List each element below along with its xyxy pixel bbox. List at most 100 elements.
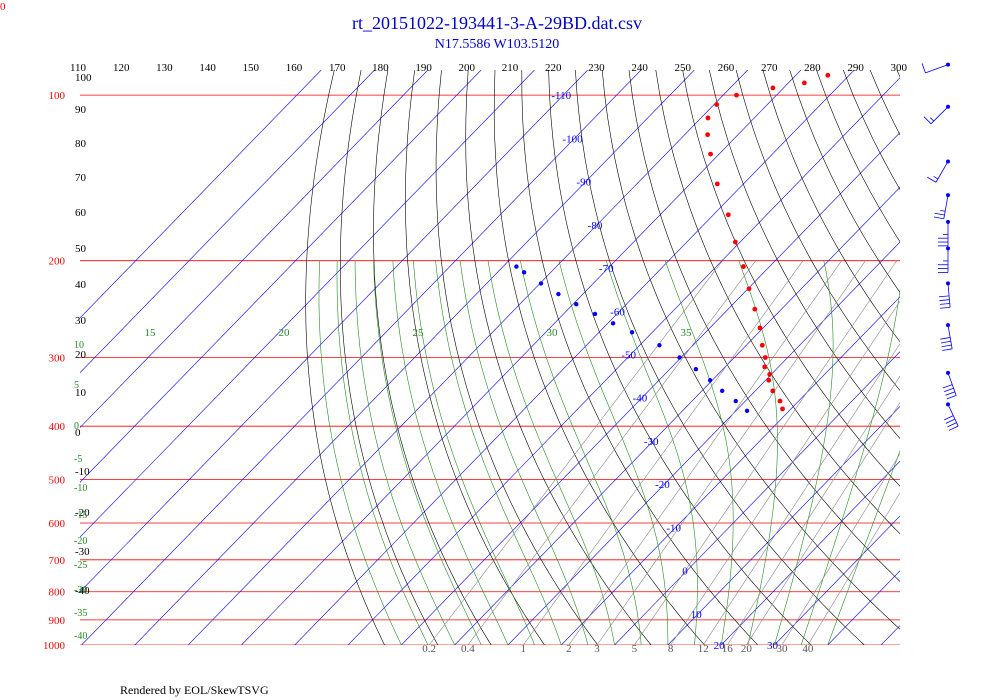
grid-layer (80, 70, 1000, 645)
isotherm-label: -10 (666, 522, 681, 534)
dry-adiabat-line (521, 70, 758, 645)
dry-adiabat-label: -10 (75, 466, 90, 478)
mixing-ratio-label: 5 (632, 643, 638, 655)
corner-label: 0 (0, 1, 6, 13)
dry-adiabat-label: 80 (75, 138, 87, 150)
wind-barb-feather (941, 344, 952, 348)
temperature-trace (705, 27, 965, 412)
moist-adiabat-label: 5 (74, 380, 79, 391)
moist-adiabat-line (435, 260, 562, 645)
axis-labels-layer: 1002003004005006007008009001000-110-100-… (43, 62, 908, 655)
isotherm-line (294, 70, 855, 645)
isotherm-label: 0 (682, 566, 688, 578)
theta-label: 140 (199, 62, 216, 74)
theta-label: 150 (243, 62, 260, 74)
dry-adiabat-label: -20 (75, 507, 90, 519)
temperature-point (762, 364, 768, 370)
temperature-point (705, 115, 711, 121)
isotherm-line (454, 186, 900, 645)
mixing-ratio-label: 12 (698, 643, 709, 655)
theta-label: 260 (718, 62, 735, 74)
theta-label: 290 (847, 62, 864, 74)
pressure-label: 100 (49, 90, 66, 102)
mixing-ratio-label: 20 (741, 643, 753, 655)
mixing-ratio-label: 1 (521, 643, 527, 655)
isotherm-line (134, 70, 695, 645)
dry-adiabat-label: 60 (75, 207, 87, 219)
wind-barb-feather (934, 212, 945, 216)
pressure-label: 900 (49, 615, 66, 627)
chart-title: rt_20151022-193441-3-A-29BD.dat.csv (352, 13, 642, 33)
moist-adiabat-line (487, 260, 615, 645)
dewpoint-point (657, 343, 662, 348)
wind-barb-feather (942, 384, 953, 389)
wind-barb-feather (939, 303, 950, 305)
dry-adiabat-line (601, 70, 900, 630)
moist-adiabat-label: -35 (74, 608, 87, 619)
temperature-point (777, 398, 783, 404)
dry-adiabat-line (435, 70, 599, 645)
dry-adiabat-label: 50 (75, 243, 87, 255)
dewpoint-point (610, 321, 616, 326)
chart-subtitle: N17.5586 W103.5120 (435, 37, 560, 52)
dry-adiabat-line (924, 70, 1000, 645)
pressure-label: 800 (49, 587, 66, 599)
dry-adiabat-label: 10 (75, 387, 87, 399)
moist-adiabat-label: -15 (74, 510, 87, 521)
temperature-point (938, 33, 943, 38)
dry-adiabat-line (405, 70, 545, 645)
isotherm-line (720, 460, 900, 645)
dry-adiabat-line (305, 70, 385, 645)
mixing-ratio-line (568, 260, 842, 645)
mixing-ratio-line (727, 375, 900, 645)
temperature-point (825, 72, 831, 78)
dry-adiabat-label: 0 (75, 427, 81, 439)
wind-barb-feather (947, 422, 957, 428)
dry-adiabat-label: 20 (75, 349, 87, 361)
wind-barb-staff (925, 64, 949, 74)
dry-adiabat-line (655, 70, 900, 535)
dewpoint-point (629, 330, 635, 335)
isotherm-line (667, 405, 900, 645)
wind-barb-staff (947, 325, 953, 349)
wind-barb-staff (947, 404, 959, 427)
mixing-ratio-label: 2 (566, 643, 572, 655)
wind-barb-feather (940, 306, 951, 309)
moist-adiabat-line (774, 260, 834, 645)
dry-adiabat-label: -30 (75, 546, 90, 558)
mixing-ratio-label: 16 (722, 643, 734, 655)
dry-adiabat-line (465, 70, 652, 645)
pressure-label: 600 (49, 518, 66, 530)
isotherm-label: 10 (691, 609, 703, 621)
wind-barb-feather (940, 209, 946, 212)
temperature-point (927, 39, 932, 44)
wind-barb-column (921, 62, 959, 431)
pressure-label: 300 (49, 353, 66, 365)
isotherm-label: 20 (714, 640, 726, 652)
dry-adiabat-line (977, 70, 1000, 645)
wind-barb-feather (940, 337, 951, 340)
isotherm-line (507, 241, 900, 645)
moist-adiabat-line (520, 260, 642, 645)
theta-label: 300 (891, 62, 908, 74)
isotherm-line (561, 296, 900, 645)
dry-adiabat-label: 30 (75, 315, 87, 327)
moist-adiabat-label: -25 (74, 560, 87, 571)
mixing-ratio-line (596, 260, 866, 645)
isotherm-line (80, 70, 588, 593)
wind-barb-feather (946, 395, 957, 400)
pressure-label: 700 (49, 555, 66, 567)
moist-adiabat-line (606, 260, 698, 645)
theta-label: 190 (415, 62, 432, 74)
mixing-ratio-label: 0.2 (422, 643, 436, 655)
temperature-point (911, 45, 916, 50)
wind-barb-feather (923, 116, 932, 125)
pressure-label: 200 (49, 256, 66, 268)
temperature-point (770, 388, 776, 394)
temperature-point (714, 102, 720, 107)
dry-adiabat-line (628, 70, 900, 582)
temperature-point (960, 27, 965, 32)
isotherm-label: -90 (576, 177, 591, 189)
wind-barb-feather (940, 340, 951, 344)
moist-adiabat-label: -10 (74, 483, 87, 494)
